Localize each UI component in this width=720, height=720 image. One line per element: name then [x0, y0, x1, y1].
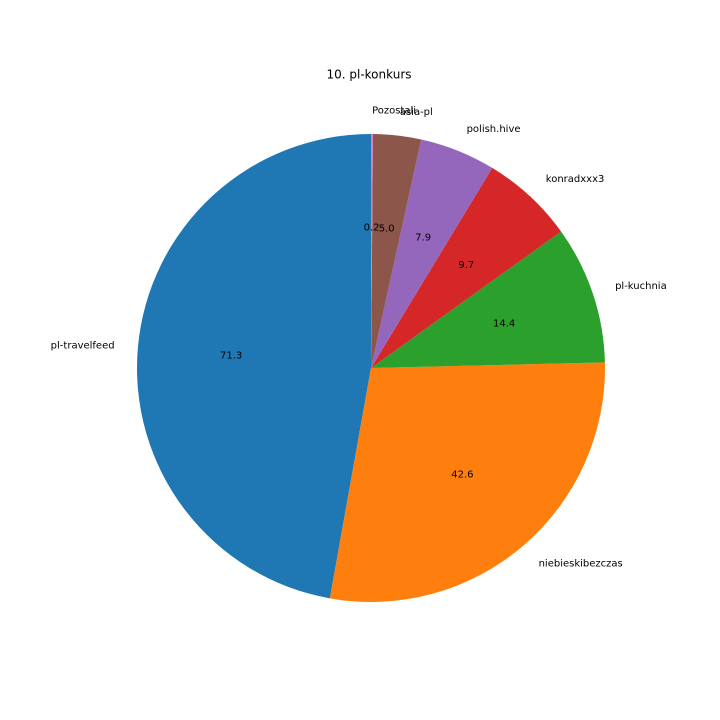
slice-label: konradxxx3: [546, 174, 605, 185]
pie-slice: [329, 362, 605, 602]
slice-label: polish.hive: [467, 124, 521, 135]
value-label: 0.2: [364, 223, 380, 234]
pie-slice: [371, 231, 605, 368]
chart-title: 10. pl-konkurs: [326, 68, 411, 82]
value-label: 71.3: [220, 351, 242, 362]
pie-slice: [136, 134, 371, 599]
pie-slice: [371, 134, 373, 368]
slice-label: pl-kuchnia: [615, 281, 667, 292]
pie-slice: [371, 134, 422, 368]
slice-label: asia-pl: [400, 107, 433, 118]
pie-slice: [371, 139, 493, 368]
slice-label: niebieskibezczas: [539, 558, 623, 569]
slice-label: Pozostali: [372, 106, 416, 117]
slice-label: pl-travelfeed: [51, 340, 115, 351]
value-label: 14.4: [493, 318, 515, 329]
value-label: 5.0: [379, 223, 395, 234]
value-label: 42.6: [451, 470, 473, 481]
value-label: 9.7: [458, 260, 474, 271]
pie-slice: [371, 167, 562, 368]
value-label: 7.9: [415, 233, 431, 244]
